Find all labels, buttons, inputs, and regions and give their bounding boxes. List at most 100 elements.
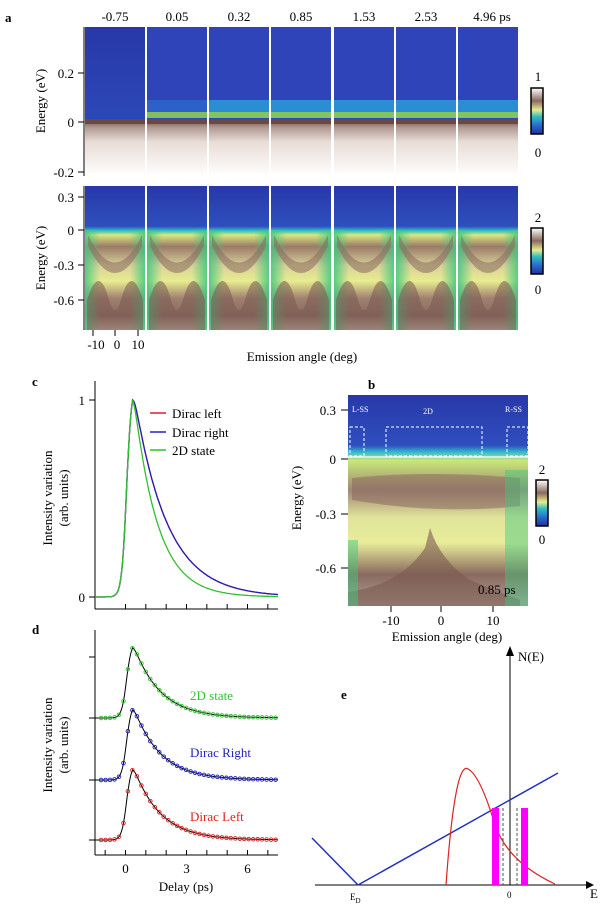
d-xtick-label-1: 3 — [183, 861, 190, 876]
d-point-0 — [179, 703, 184, 709]
d-point-2 — [98, 837, 104, 843]
d-point-0 — [116, 712, 122, 717]
d-point-1 — [241, 776, 247, 782]
d-point-0 — [107, 715, 113, 721]
top-map-1 — [147, 27, 207, 176]
d-point-1 — [201, 772, 207, 778]
d-point-2 — [224, 835, 229, 841]
d-point-1 — [148, 738, 153, 744]
b-xtick-0: -10 — [382, 613, 399, 628]
d-point-0 — [255, 715, 260, 720]
bottom-ytick-0: 0.3 — [58, 190, 74, 205]
b-xtick-1: 0 — [438, 613, 445, 628]
d-point-1 — [98, 777, 104, 783]
d-point-2 — [255, 837, 260, 842]
c-ytick-1: 1 — [79, 393, 86, 408]
colorbar-top: 1 0 — [530, 69, 544, 160]
d-point-1 — [170, 761, 175, 766]
d-point-0 — [273, 715, 278, 720]
d-point-2 — [139, 783, 144, 788]
a-xtick-2: 10 — [132, 337, 145, 352]
bottom-map-3 — [271, 186, 331, 330]
panel-a-label: a — [5, 10, 12, 25]
delay-label-0: -0.75 — [101, 9, 128, 24]
d-point-2 — [259, 837, 265, 842]
d-xticks: 0 3 6 — [104, 850, 269, 876]
d-point-0 — [246, 714, 251, 720]
d-point-2 — [210, 834, 216, 839]
top-map-5 — [396, 27, 456, 176]
b-xlabel: Emission angle (deg) — [392, 629, 502, 644]
d-point-1 — [246, 776, 251, 782]
e-dos-right — [357, 772, 559, 886]
d-point-1 — [125, 728, 131, 734]
c-legend: Dirac left Dirac right 2D state — [150, 406, 229, 458]
d-point-0 — [264, 715, 269, 720]
bottom-ytick-3: -0.6 — [53, 293, 74, 308]
b-lower-band — [348, 528, 520, 606]
top-ylabel: Energy (eV) — [33, 69, 48, 133]
d-point-1 — [165, 757, 171, 763]
d-point-2 — [215, 834, 220, 840]
d-point-2 — [157, 810, 162, 815]
d-point-1 — [121, 760, 126, 766]
colorbar-b: 2 0 — [535, 462, 549, 547]
cbar-bottom-min: 0 — [535, 282, 542, 297]
d-point-2 — [268, 837, 274, 842]
delay-labels: -0.75 0.05 0.32 0.85 1.53 2.53 4.96 ps — [101, 9, 510, 24]
d-point-1 — [174, 763, 180, 769]
d-point-0 — [98, 715, 104, 721]
d-point-0 — [139, 661, 144, 666]
e-pump-bar-right — [521, 808, 528, 885]
d-ylabel-units: (arb. units) — [56, 716, 71, 773]
d-point-1 — [237, 776, 243, 781]
d-label-2d: 2D state — [190, 688, 233, 703]
e-pump-bar-left — [492, 808, 499, 885]
d-point-2 — [241, 836, 247, 842]
panel-e: N(E) E ED 0 — [311, 646, 598, 905]
d-point-2 — [107, 837, 113, 843]
c-ylabel-units: (arb. units) — [56, 469, 71, 526]
d-point-2 — [273, 837, 278, 842]
d-point-1 — [206, 773, 211, 778]
panel-c: 1 0 Intensity variation (arb. units) Dir… — [40, 381, 279, 610]
bottom-ytick-2: -0.3 — [53, 258, 74, 273]
panel-c-label: c — [32, 374, 38, 389]
d-xtick-label-0: 0 — [122, 861, 129, 876]
b-upper-band — [352, 474, 520, 510]
d-point-1 — [224, 775, 229, 781]
d-point-1 — [112, 777, 117, 782]
e-y-label: N(E) — [518, 649, 544, 664]
d-point-1 — [259, 777, 265, 782]
d-point-1 — [192, 770, 198, 776]
d-point-2 — [183, 827, 189, 833]
bottom-map-2 — [209, 186, 269, 330]
d-point-0 — [210, 712, 216, 717]
c-legend-1: Dirac right — [172, 425, 229, 440]
d-point-1 — [130, 707, 135, 713]
e-dirac-point: ED — [350, 892, 361, 905]
d-point-1 — [179, 765, 184, 771]
d-fit-2 — [95, 768, 278, 841]
d-point-2 — [197, 831, 202, 837]
c-xticks — [125, 604, 269, 609]
d-point-2 — [228, 835, 234, 841]
top-map-4 — [334, 27, 394, 176]
delay-label-2: 0.32 — [228, 9, 251, 24]
d-point-2 — [112, 837, 117, 842]
d-point-2 — [237, 836, 243, 841]
b-box-rss — [506, 426, 529, 457]
a-xlabel: Emission angle (deg) — [247, 349, 357, 364]
d-point-2 — [264, 837, 269, 842]
b-ylabel: Energy (eV) — [289, 466, 304, 530]
top-ytick-2: -0.2 — [53, 165, 74, 180]
d-point-0 — [170, 699, 175, 704]
c-curve-2 — [95, 399, 278, 598]
d-point-0 — [228, 713, 234, 719]
d-point-0 — [112, 715, 117, 720]
d-xlabel: Delay (ps) — [159, 879, 214, 894]
d-point-1 — [197, 771, 202, 777]
d-point-1 — [116, 774, 122, 779]
d-point-0 — [103, 715, 108, 721]
d-point-1 — [215, 774, 220, 780]
